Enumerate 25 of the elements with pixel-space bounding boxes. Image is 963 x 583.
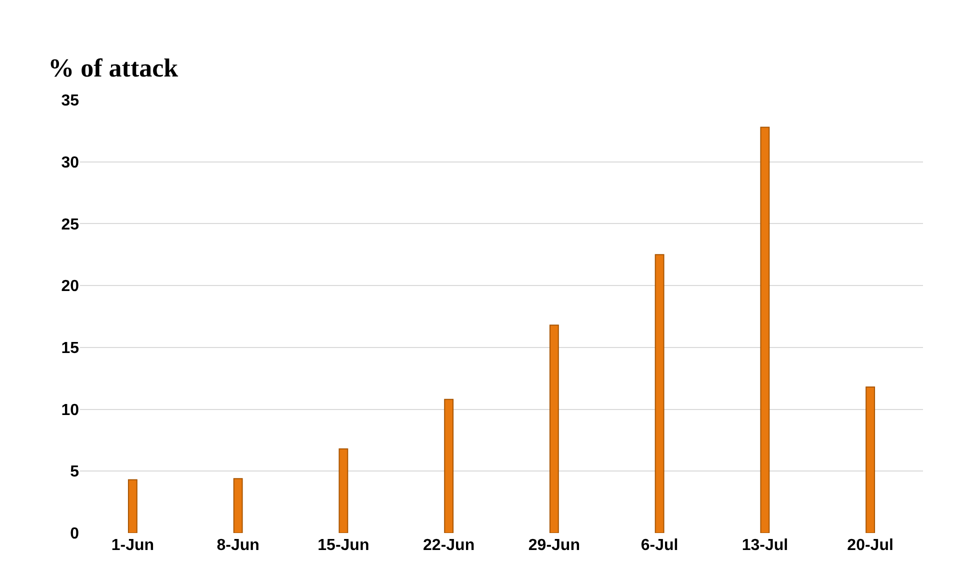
bar [233,478,243,533]
x-tick-label: 20-Jul [847,537,894,554]
y-tick-label: 15 [61,340,80,358]
y-tick-label: 0 [70,526,80,543]
bar [338,448,348,533]
y-tick-label: 10 [61,402,80,419]
y-tick-label: 20 [61,278,80,296]
x-tick-label: 6-Jul [640,537,678,554]
bar [866,386,876,533]
y-tick-label: 5 [70,464,80,481]
x-tick-label: 13-Jul [742,537,788,554]
bar [128,479,138,533]
bar [760,126,770,533]
x-tick-label: 15-Jun [318,537,370,554]
bar [654,254,664,533]
chart-title: % of attack [48,54,179,82]
x-tick-label: 29-Jun [528,537,580,554]
x-tick-label: 8-Jun [216,537,260,554]
y-tick-label: 25 [61,216,80,234]
bar [549,324,559,533]
x-tick-label: 1-Jun [111,537,154,554]
bar [444,398,454,533]
y-tick-label: 35 [61,92,80,110]
y-tick-label: 30 [61,154,80,172]
x-tick-label: 22-Jun [423,537,475,554]
